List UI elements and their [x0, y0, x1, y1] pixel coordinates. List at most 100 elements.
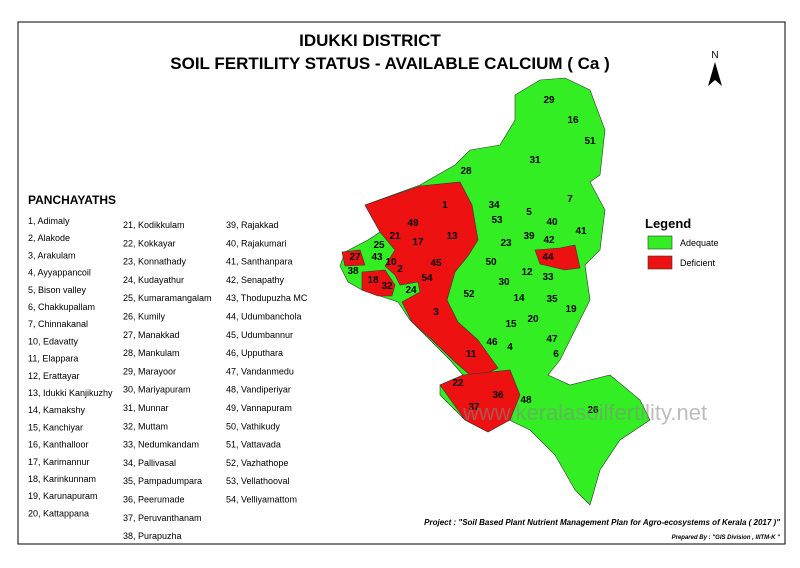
panchayath-number: 17: [412, 237, 424, 248]
panchayath-number: 21: [389, 231, 401, 242]
panchayath-number: 27: [349, 252, 361, 263]
panchayath-item: 22, Kokkayar: [123, 238, 176, 248]
panchayath-number: 10: [385, 257, 397, 268]
panchayath-item: 21, Kodikkulam: [123, 220, 185, 230]
legend-swatch: [647, 255, 673, 270]
panchayath-item: 16, Kanthalloor: [28, 440, 89, 450]
panchayath-item: 1, Adimaly: [28, 216, 70, 226]
panchayath-number: 25: [373, 240, 385, 251]
panchayath-item: 54, Velliyamattom: [226, 495, 297, 505]
panchayath-number: 54: [421, 273, 433, 284]
panchayath-number: 44: [542, 252, 554, 263]
panchayath-number: 43: [371, 252, 383, 263]
panchayath-item: 40, Rajakumari: [226, 238, 287, 248]
panchayath-number: 32: [381, 281, 393, 292]
panchayath-number: 35: [546, 294, 558, 305]
panchayath-number: 30: [498, 277, 510, 288]
panchayath-number: 51: [584, 136, 596, 147]
deficient-area: [361, 269, 396, 297]
panchayath-number: 38: [347, 266, 359, 277]
legend-label: Adequate: [680, 238, 719, 248]
legend-title: Legend: [645, 216, 691, 231]
panchayath-number: 12: [521, 267, 533, 278]
panchayath-item: 42, Senapathy: [226, 275, 285, 285]
adequate-area: [339, 77, 651, 506]
panchayath-number: 6: [553, 349, 559, 360]
panchayath-number: 15: [505, 319, 517, 330]
panchayath-item: 34, Pallivasal: [123, 458, 176, 468]
panchayath-item: 38, Purapuzha: [123, 531, 182, 541]
panchayath-number: 7: [567, 194, 573, 205]
panchayath-list: PANCHAYATHS 1, Adimaly 2, Alakode 3, Araku…: [28, 193, 308, 541]
panchayath-number: 1: [442, 200, 448, 211]
panchayath-number: 36: [492, 390, 504, 401]
panchayath-item: 26, Kumily: [123, 312, 166, 322]
panchayath-item: 37, Peruvanthanam: [123, 513, 202, 523]
panchayath-number: 2: [397, 264, 403, 275]
panchayath-item: 31, Munnar: [123, 403, 169, 413]
panchayath-item: 15, Kanchiyar: [28, 422, 83, 432]
panchayath-number: 50: [485, 257, 497, 268]
panchayath-item: 41, Santhanpara: [226, 257, 293, 267]
panchayath-number: 46: [486, 337, 498, 348]
panchayath-number: 41: [575, 226, 587, 237]
panchayath-item: 7, Chinnakanal: [28, 319, 88, 329]
panchayath-item: 32, Muttam: [123, 421, 168, 431]
panchayath-item: 2, Alakode: [28, 233, 70, 243]
panchayath-item: 39, Rajakkad: [226, 220, 279, 230]
panchayath-number: 4: [507, 342, 513, 353]
panchayath-item: 43, Thodupuzha MC: [226, 293, 308, 303]
panchayath-number: 40: [546, 217, 558, 228]
panchayath-number: 22: [452, 378, 464, 389]
panchayath-number: 11: [466, 349, 477, 360]
title: IDUKKI DISTRICT: [299, 31, 441, 50]
panchayath-item: 46, Upputhara: [226, 348, 283, 358]
arrow: [708, 62, 722, 86]
legend-swatch: [647, 235, 673, 250]
panchayath-item: 12, Erattayar: [28, 371, 80, 381]
north-label: N: [711, 50, 718, 61]
panchayath-item: 18, Karinkunnam: [28, 474, 96, 484]
panchayath-item: 53, Vellathooval: [226, 476, 290, 486]
panchayath-number: 24: [405, 285, 417, 296]
panchayath-item: 27, Manakkad: [123, 330, 180, 340]
legend: Legend Adequate Deficient: [645, 216, 719, 270]
panchayath-number: 49: [407, 218, 419, 229]
panchayath-number: 18: [367, 275, 379, 286]
panchayath-item: 4, Ayyappancoil: [28, 268, 91, 278]
watermark: www.keralasoilfertility.net: [462, 400, 707, 425]
panchayath-number: 3: [433, 307, 439, 318]
panchayath-item: 35, Pampadumpara: [123, 476, 202, 486]
panchayath-item: 44, Udumbanchola: [226, 312, 302, 322]
panchayath-item: 24, Kudayathur: [123, 275, 184, 285]
panchayath-item: 20, Kattappana: [28, 508, 89, 518]
north-arrow: N: [708, 50, 722, 86]
panchayath-item: 10, Edavatty: [28, 336, 79, 346]
panchayath-item: 3, Arakulam: [28, 250, 76, 260]
panchayath-number: 28: [460, 166, 472, 177]
panchayath-item: 17, Karimannur: [28, 457, 90, 467]
panchayath-item: 13, Idukki Kanjikuzhy: [28, 388, 113, 398]
panchayath-item: 47, Vandanmedu: [226, 366, 294, 376]
deficient-area: [534, 244, 581, 271]
panchayath-number: 26: [587, 405, 599, 416]
panchayath-item: 5, Bison valley: [28, 285, 87, 295]
panchayath-number: 5: [526, 207, 532, 218]
deficient-area: [439, 369, 521, 433]
panchayath-number: 14: [513, 293, 525, 304]
subtitle: SOIL FERTILITY STATUS - AVAILABLE CALCIU…: [170, 54, 609, 73]
panchayath-item: 6, Chakkupallam: [28, 302, 95, 312]
panchayath-item: 30, Mariyapuram: [123, 385, 191, 395]
panchayath-item: 48, Vandiperiyar: [226, 385, 291, 395]
legend-label: Deficient: [680, 258, 716, 268]
panchayath-number: 45: [430, 258, 442, 269]
project-note: Project : "Soil Based Plant Nutrient Man…: [424, 518, 780, 527]
panchayath-item: 51, Vattavada: [226, 440, 281, 450]
panchayath-item: 14, Kamakshy: [28, 405, 86, 415]
panchayath-number: 33: [542, 272, 554, 283]
panchayath-item: 49, Vannapuram: [226, 403, 292, 413]
panchayath-item: 45, Udumbannur: [226, 330, 293, 340]
panchayath-number: 34: [488, 200, 500, 211]
